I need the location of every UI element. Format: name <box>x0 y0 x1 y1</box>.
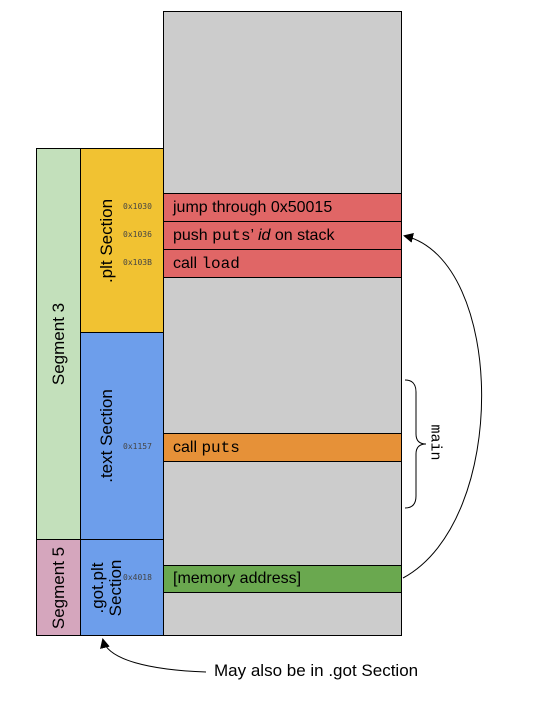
address-0x1030: 0x1030 <box>123 202 152 211</box>
address-0x1036: 0x1036 <box>123 230 152 239</box>
segment-3-block: Segment 3 <box>36 148 81 540</box>
caption-arrow <box>100 638 207 673</box>
got-caption: May also be in .got Section <box>214 661 419 680</box>
got-to-plt-arrow <box>402 233 483 579</box>
main-label: main <box>426 424 444 461</box>
text-row-call-prefix: call <box>173 438 202 456</box>
plt-row-push: push puts’ id on stack <box>163 221 402 250</box>
main-brace <box>404 379 427 509</box>
plt-row-jump: jump through 0x50015 <box>163 193 402 222</box>
address-0x4018: 0x4018 <box>123 573 152 582</box>
address-0x1157: 0x1157 <box>123 442 152 451</box>
text-row-call-code: puts <box>201 438 240 457</box>
got-row-entry: [memory address] <box>163 565 402 593</box>
text-row-call: call puts <box>163 433 402 462</box>
plt-row-push-prefix: push <box>173 226 213 244</box>
memory-column <box>163 11 402 636</box>
plt-row-call-code: load <box>201 254 240 273</box>
text-section-block: .text Section <box>80 332 164 540</box>
gotplt-section-block: .got.plt Section <box>80 539 164 636</box>
got-row-entry-text: [memory address] <box>173 570 302 587</box>
plt-row-call-prefix: call <box>173 254 202 272</box>
segment-5-block: Segment 5 <box>36 539 81 636</box>
plt-row-push-suffix: on stack <box>270 226 335 244</box>
plt-row-call: call load <box>163 249 402 278</box>
plt-row-push-quote: ’ <box>250 226 258 244</box>
address-0x103b: 0x103B <box>123 258 152 267</box>
plt-row-push-id: id <box>257 226 271 244</box>
plt-row-jump-text: jump through 0x50015 <box>173 198 333 216</box>
plt-row-push-code: puts <box>212 226 251 245</box>
